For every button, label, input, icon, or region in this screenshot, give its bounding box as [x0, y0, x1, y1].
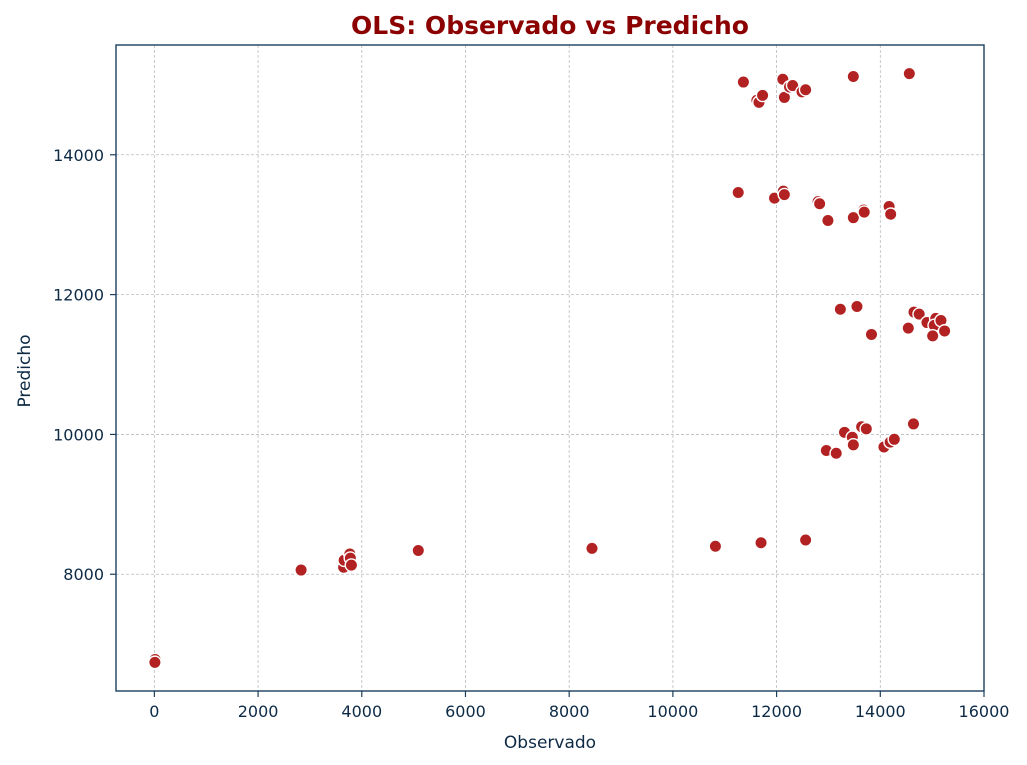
- data-point: [777, 187, 792, 202]
- y-tick-label: 10000: [53, 425, 104, 444]
- y-tick-label: 14000: [53, 146, 104, 165]
- data-point: [857, 205, 872, 219]
- data-point: [887, 432, 902, 447]
- x-tick-label: 2000: [238, 702, 279, 721]
- x-axis-label: Observado: [504, 733, 596, 753]
- x-tick-label: 6000: [445, 702, 486, 721]
- data-point: [731, 185, 746, 200]
- x-tick-label: 16000: [959, 702, 1010, 721]
- data-point: [754, 535, 768, 550]
- data-point: [833, 302, 848, 317]
- x-tick-label: 10000: [647, 702, 698, 721]
- x-tick-label: 4000: [341, 702, 382, 721]
- x-tick-label: 8000: [549, 702, 590, 721]
- data-point: [798, 533, 813, 547]
- x-axis: 0 2000 4000 6000 8000 10000 12000 14000 16000: [149, 691, 1009, 721]
- data-point: [829, 446, 844, 461]
- data-point: [902, 66, 917, 81]
- data-point: [925, 328, 940, 343]
- data-point: [859, 421, 874, 436]
- data-point: [785, 78, 800, 93]
- data-point: [883, 207, 898, 222]
- data-point: [755, 88, 770, 103]
- y-axis-label: Predicho: [15, 334, 35, 407]
- data-point: [937, 324, 952, 338]
- x-tick-label: 0: [149, 702, 159, 721]
- y-axis: 8000 10000 12000 14000: [53, 146, 116, 584]
- data-point: [585, 541, 599, 556]
- y-tick-label: 12000: [53, 286, 104, 305]
- data-point: [812, 196, 827, 211]
- data-point: [864, 327, 879, 342]
- data-point: [411, 543, 426, 558]
- data-points: [147, 66, 952, 670]
- data-point: [901, 321, 916, 336]
- data-point: [344, 558, 359, 573]
- x-tick-label: 12000: [751, 702, 802, 721]
- data-point: [906, 417, 921, 431]
- data-point: [912, 307, 927, 322]
- data-point: [846, 438, 861, 452]
- x-tick-label: 14000: [855, 702, 906, 721]
- data-point: [850, 299, 864, 314]
- data-point: [798, 82, 813, 97]
- data-point: [846, 69, 861, 84]
- chart-title: OLS: Observado vs Predicho: [351, 11, 749, 40]
- data-point: [708, 539, 723, 554]
- data-point: [736, 75, 751, 89]
- data-point: [147, 655, 162, 670]
- plot-frame: [115, 44, 985, 692]
- y-tick-label: 8000: [63, 565, 104, 584]
- data-point: [846, 210, 861, 225]
- data-point: [821, 213, 835, 228]
- data-point: [294, 563, 309, 577]
